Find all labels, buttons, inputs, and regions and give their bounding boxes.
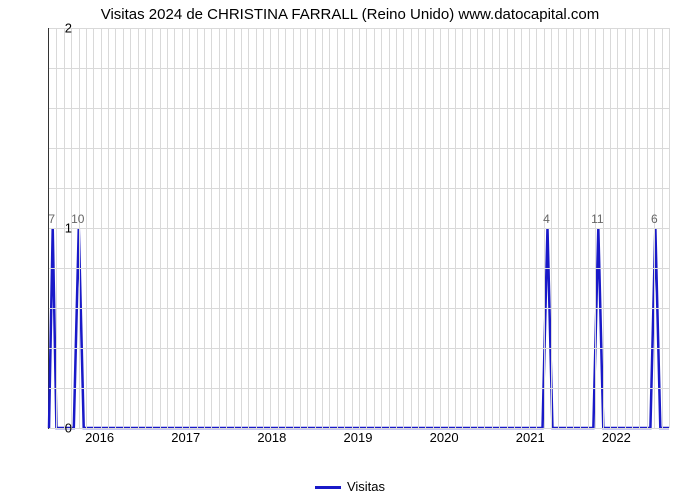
y-tick-label: 2 (32, 21, 72, 36)
grid-horizontal-minor (49, 148, 669, 149)
grid-horizontal (49, 28, 669, 29)
grid-horizontal-minor (49, 188, 669, 189)
grid-horizontal-minor (49, 308, 669, 309)
legend: Visitas (0, 479, 700, 494)
x-tick-label: 2020 (430, 430, 459, 445)
x-tick-label: 2022 (602, 430, 631, 445)
peak-label: 4 (543, 212, 550, 226)
grid-horizontal-minor (49, 388, 669, 389)
legend-swatch (315, 486, 341, 489)
x-tick-label: 2018 (257, 430, 286, 445)
chart-container: { "chart": { "type": "line", "title": "V… (0, 0, 700, 500)
x-tick-label: 2017 (171, 430, 200, 445)
x-tick-label: 2021 (516, 430, 545, 445)
grid-vertical (669, 28, 670, 428)
x-tick-label: 2019 (344, 430, 373, 445)
peak-label: 11 (591, 212, 603, 226)
legend-label: Visitas (347, 479, 385, 494)
peak-label: 10 (71, 212, 84, 226)
grid-horizontal-minor (49, 268, 669, 269)
plot-area (48, 28, 669, 429)
peak-label: 7 (48, 212, 55, 226)
grid-horizontal-minor (49, 68, 669, 69)
chart-title: Visitas 2024 de CHRISTINA FARRALL (Reino… (0, 6, 700, 23)
grid-horizontal-minor (49, 348, 669, 349)
grid-horizontal (49, 428, 669, 429)
y-tick-label: 0 (32, 421, 72, 436)
x-tick-label: 2016 (85, 430, 114, 445)
peak-label: 6 (651, 212, 658, 226)
grid-horizontal-minor (49, 108, 669, 109)
grid-horizontal (49, 228, 669, 229)
